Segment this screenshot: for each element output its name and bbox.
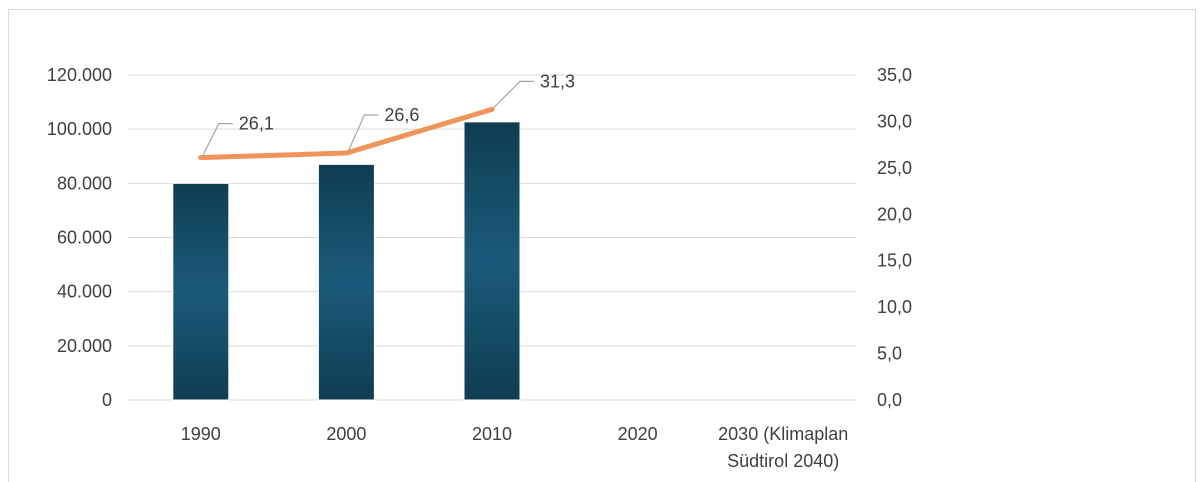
left-axis-tick-label: 120.000	[47, 65, 112, 85]
x-axis-ticks: 1990 2000 2010 2020 2030 (Klimaplan Südtirol …	[181, 424, 848, 471]
x-axis-tick-label: 1990	[181, 424, 221, 444]
data-label: 26,6	[384, 105, 419, 125]
bar	[463, 121, 521, 401]
x-axis-tick-label: 2020	[618, 424, 658, 444]
data-label: 26,1	[239, 114, 274, 134]
data-label-leader	[347, 114, 379, 152]
right-axis-tick-label: 0,0	[877, 390, 902, 410]
right-axis-tick-label: 20,0	[877, 204, 912, 224]
right-axis-tick-label: 15,0	[877, 251, 912, 271]
data-labels: 26,1 26,6 31,3	[202, 71, 575, 156]
bar	[317, 163, 375, 401]
bar-series	[172, 121, 521, 401]
right-axis-tick-label: 30,0	[877, 111, 912, 131]
line-point	[198, 155, 204, 161]
x-axis-tick-label: 2030 (Klimaplan Südtirol 2040)	[718, 424, 848, 471]
left-axis-tick-label: 0	[102, 390, 112, 410]
left-axis-tick-label: 40.000	[57, 282, 112, 302]
left-axis-tick-label: 60.000	[57, 228, 112, 248]
data-label: 31,3	[540, 71, 575, 91]
line-series	[198, 106, 495, 161]
chart-frame	[8, 9, 1196, 482]
x-axis-tick-label: 2010	[472, 424, 512, 444]
x-axis-tick-label: 2000	[326, 424, 366, 444]
line-point	[343, 150, 349, 156]
right-axis-tick-label: 35,0	[877, 65, 912, 85]
right-axis-tick-label: 5,0	[877, 344, 902, 364]
right-axis-ticks: 0,0 5,0 10,0 15,0 20,0 25,0 30,0 35,0	[877, 65, 912, 410]
data-label-leader	[202, 123, 233, 156]
line-point	[489, 106, 495, 112]
right-axis-tick-label: 25,0	[877, 158, 912, 178]
left-axis-ticks: 0 20.000 40.000 60.000 80.000 100.000 120.000	[47, 65, 112, 410]
left-axis-tick-label: 20.000	[57, 336, 112, 356]
left-axis-tick-label: 100.000	[47, 119, 112, 139]
left-axis-tick-label: 80.000	[57, 173, 112, 193]
data-label-leader	[493, 80, 534, 108]
bar	[172, 182, 230, 401]
right-axis-tick-label: 10,0	[877, 297, 912, 317]
